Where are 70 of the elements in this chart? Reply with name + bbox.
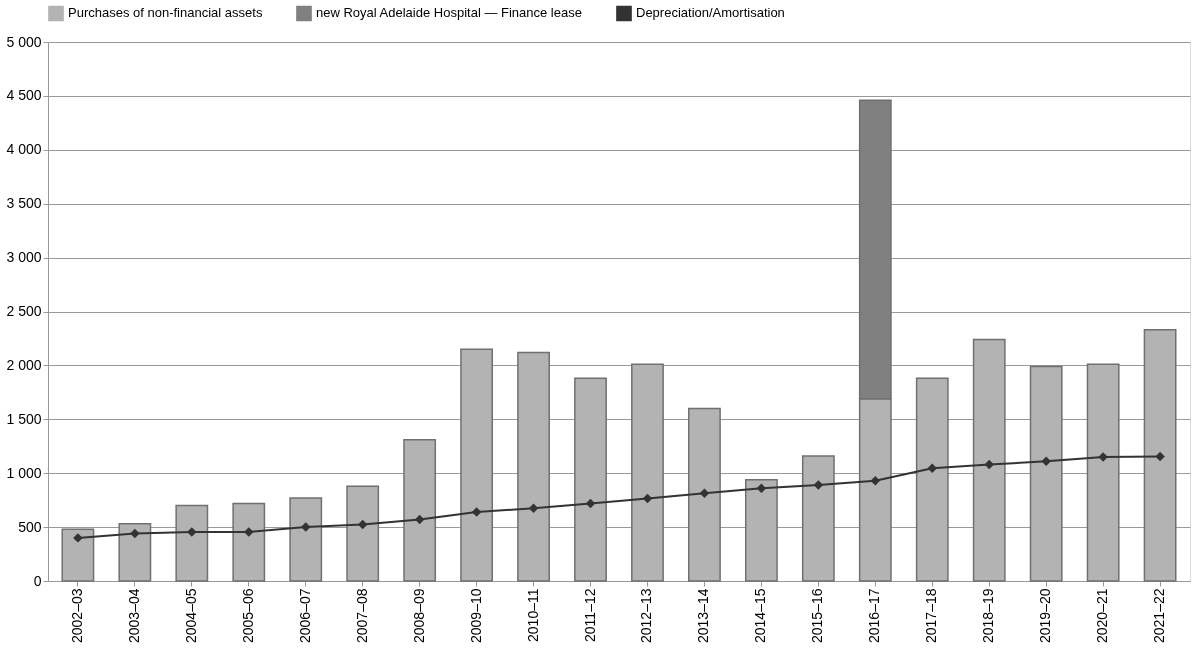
legend-label: Purchases of non-financial assets <box>68 5 263 21</box>
legend-label: Depreciation/Amortisation <box>636 5 785 21</box>
bar <box>232 502 266 582</box>
point <box>699 488 710 498</box>
x-tick-label: 2011–12 <box>581 588 598 642</box>
y-tick-label: 4 500 <box>6 87 42 104</box>
bar <box>915 377 949 582</box>
x-tick-label: 2020–21 <box>1094 588 1111 644</box>
y-tick-label: 1 500 <box>6 410 42 427</box>
point <box>300 522 311 532</box>
x-tick-label: 2008–09 <box>410 588 427 644</box>
bar <box>631 363 664 582</box>
x-tick-label: 2019–20 <box>1037 588 1054 644</box>
point <box>130 528 140 539</box>
x-tick-label: 2021–22 <box>1151 588 1168 644</box>
point <box>528 503 539 513</box>
bar <box>289 497 323 582</box>
x-tick-label: 2009–10 <box>467 588 484 644</box>
bar <box>744 478 778 582</box>
bar <box>1029 365 1063 582</box>
bar <box>460 348 494 582</box>
bar <box>517 351 550 582</box>
x-tick-label: 2012–13 <box>638 588 655 644</box>
x-tick-label: 2007–08 <box>353 588 370 644</box>
bar <box>346 485 380 582</box>
point <box>585 498 596 509</box>
point <box>357 519 368 530</box>
y-tick-label: 2 500 <box>6 303 42 319</box>
y-tick-label: 1 000 <box>6 464 42 481</box>
y-tick-label: 2 000 <box>6 356 42 373</box>
y-tick-label: 0 <box>33 572 42 589</box>
bar <box>61 528 95 582</box>
x-tick-label: 2014–15 <box>752 588 769 644</box>
x-tick-label: 2002–03 <box>68 588 85 644</box>
x-tick-label: 2018–19 <box>980 588 997 644</box>
point <box>642 493 653 504</box>
y-tick-label: 5 000 <box>6 33 42 50</box>
bar <box>1143 329 1177 582</box>
x-tick-label: 2003–04 <box>125 588 142 644</box>
bar <box>403 439 437 582</box>
bar <box>118 523 152 582</box>
y-tick-label: 3 500 <box>6 195 42 212</box>
point <box>813 480 824 490</box>
bar <box>1086 363 1120 582</box>
point <box>187 527 197 537</box>
legend-label: new Royal Adelaide Hospital — Finance lease <box>316 5 582 21</box>
point <box>1041 456 1051 467</box>
point <box>1155 451 1165 462</box>
point <box>471 507 482 517</box>
y-tick-label: 4 000 <box>6 141 42 158</box>
x-tick-label: 2017–18 <box>923 588 940 644</box>
x-tick-label: 2005–06 <box>239 588 256 644</box>
x-tick-label: 2006–07 <box>296 588 313 644</box>
point <box>244 527 254 537</box>
bar <box>688 407 721 582</box>
x-tick-label: 2010–11 <box>524 588 541 642</box>
y-tick-label: 3 000 <box>6 249 42 266</box>
bar <box>574 377 607 582</box>
bar <box>801 455 835 582</box>
x-tick-label: 2013–14 <box>695 588 712 644</box>
point <box>756 483 767 494</box>
point <box>984 459 994 470</box>
point <box>414 514 425 525</box>
x-tick-label: 2016–17 <box>866 588 883 644</box>
y-tick-label: 500 <box>18 518 42 535</box>
bar <box>972 338 1006 582</box>
bar <box>175 504 209 582</box>
x-tick-label: 2004–05 <box>182 588 199 644</box>
x-tick-label: 2015–16 <box>809 588 826 644</box>
point <box>870 476 881 486</box>
